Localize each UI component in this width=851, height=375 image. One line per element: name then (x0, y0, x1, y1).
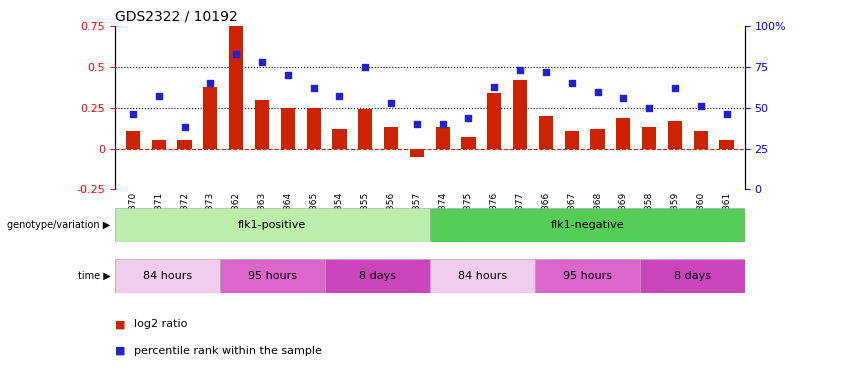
Point (436, 121, 449, 127)
Bar (229, 25, 243, 148)
Text: 8 days: 8 days (359, 271, 396, 280)
Bar (358, 110, 373, 148)
Point (488, 84, 501, 90)
Bar (719, 141, 734, 148)
Point (591, 88, 604, 94)
Point (333, 93, 346, 99)
Text: 8 days: 8 days (674, 271, 711, 280)
Bar (430, 208, 745, 242)
Bar (325, 259, 430, 292)
Point (720, 111, 734, 117)
Bar (409, 148, 424, 157)
Bar (115, 208, 430, 242)
Bar (616, 118, 631, 148)
Point (643, 105, 656, 111)
Point (513, 67, 527, 73)
Bar (461, 137, 476, 148)
Bar (220, 259, 325, 292)
Bar (384, 128, 398, 148)
Text: GDS2322 / 10192: GDS2322 / 10192 (115, 10, 237, 24)
Text: 84 hours: 84 hours (458, 271, 507, 280)
Bar (513, 80, 527, 148)
Bar (591, 129, 604, 149)
Point (126, 111, 140, 117)
Bar (436, 128, 450, 148)
Bar (115, 259, 220, 292)
Bar (642, 128, 656, 148)
Text: ■: ■ (115, 320, 125, 329)
Point (307, 85, 321, 91)
Bar (333, 129, 346, 149)
Text: ■: ■ (115, 346, 125, 355)
Point (616, 95, 630, 101)
Bar (178, 141, 191, 148)
Bar (255, 100, 269, 148)
Bar (539, 116, 553, 148)
Point (178, 124, 191, 130)
Point (152, 93, 166, 99)
Bar (430, 259, 534, 292)
Text: 95 hours: 95 hours (248, 271, 297, 280)
Text: flk1-positive: flk1-positive (238, 220, 306, 230)
Point (203, 80, 217, 86)
Bar (306, 108, 321, 148)
Point (281, 72, 294, 78)
Point (461, 115, 475, 121)
Point (410, 121, 424, 127)
Bar (487, 93, 501, 148)
Bar (534, 259, 640, 292)
Text: time ▶: time ▶ (78, 271, 111, 280)
Bar (564, 130, 579, 148)
Bar (281, 108, 295, 148)
Point (565, 80, 579, 86)
Bar (694, 130, 708, 148)
Text: 95 hours: 95 hours (563, 271, 612, 280)
Text: percentile rank within the sample: percentile rank within the sample (134, 346, 322, 355)
Point (255, 59, 269, 65)
Point (694, 103, 707, 109)
Point (230, 51, 243, 57)
Bar (151, 141, 166, 148)
Point (539, 69, 552, 75)
Text: genotype/variation ▶: genotype/variation ▶ (8, 220, 111, 230)
Point (385, 100, 398, 106)
Bar (668, 121, 682, 148)
Point (358, 64, 372, 70)
Bar (203, 87, 218, 148)
Text: log2 ratio: log2 ratio (134, 320, 187, 329)
Text: 84 hours: 84 hours (143, 271, 192, 280)
Bar (126, 130, 140, 148)
Text: flk1-negative: flk1-negative (551, 220, 624, 230)
Bar (640, 259, 745, 292)
Point (668, 85, 682, 91)
